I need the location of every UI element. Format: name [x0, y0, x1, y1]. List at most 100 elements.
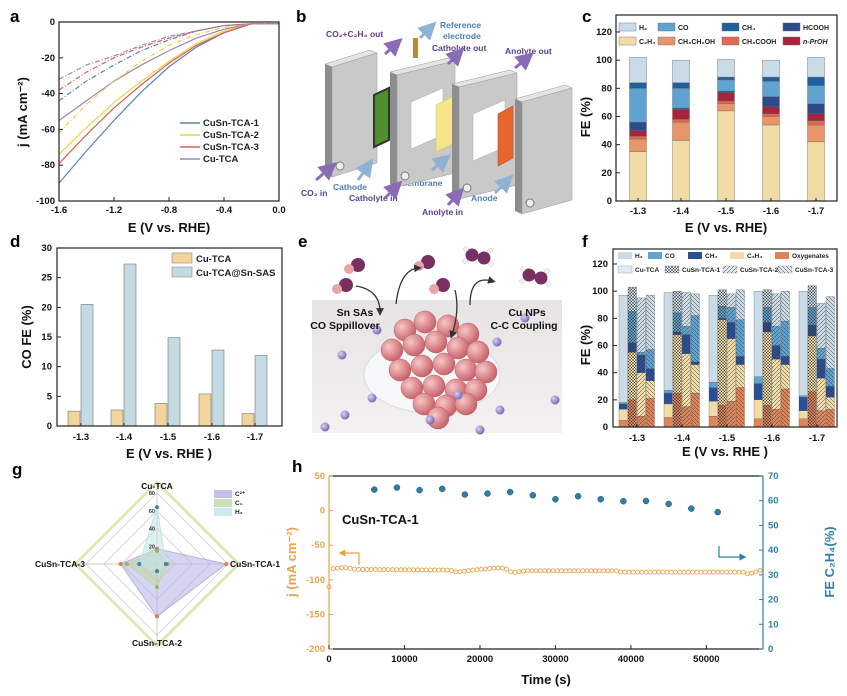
- bar-segment-H₂: [663, 292, 673, 391]
- legend-label: Cu-TCA: [196, 254, 231, 265]
- j-marker: [529, 568, 535, 574]
- y-tick-label-right: 20: [768, 595, 779, 606]
- label-co-spillover: CO Sppillover: [310, 320, 379, 332]
- x-tick-label: 0: [326, 654, 331, 665]
- bar-pattern-CuSn-TCA-2: [772, 293, 781, 427]
- x-tick-label: -1.6: [51, 205, 67, 216]
- j-marker: [601, 568, 607, 574]
- j-marker: [681, 569, 687, 575]
- j-marker: [668, 569, 674, 575]
- j-marker: [719, 569, 725, 575]
- y-tick-label-right: 50: [768, 520, 779, 531]
- y-tick-label: 60: [597, 341, 608, 352]
- legend-swatch: [617, 265, 633, 274]
- j-marker: [478, 566, 484, 572]
- label-sn-sas: Sn SAs: [337, 307, 374, 319]
- fe-point: [552, 495, 559, 503]
- bar-pattern-CuSn-TCA-1: [673, 291, 682, 427]
- y-tick-label: 15: [41, 332, 52, 343]
- series-line-dashdot-7: [58, 23, 279, 80]
- j-marker: [351, 566, 357, 572]
- j-marker: [389, 567, 395, 573]
- flow-arrow-icon: [383, 37, 403, 57]
- legend-label: CH₃COOH: [742, 39, 776, 46]
- anode: [497, 105, 514, 167]
- series-line-dashdot-4: [58, 23, 279, 102]
- x-tick-label: -0.4: [216, 205, 233, 216]
- panel-label-g: g: [12, 460, 22, 479]
- j-marker: [609, 568, 615, 574]
- j-marker: [673, 569, 679, 575]
- legend-swatch: [214, 508, 232, 516]
- reaction-arrow-icon: [469, 276, 496, 306]
- j-marker: [499, 565, 505, 571]
- label-cu-nps: Cu NPs: [508, 307, 546, 319]
- h-annotation: CuSn-TCA-1: [342, 512, 419, 527]
- legend-label: C₂H₄: [747, 253, 762, 260]
- reaction-arrow-icon: [355, 285, 384, 316]
- j-marker: [461, 568, 467, 574]
- bar-segment-C₂H₄: [618, 409, 628, 421]
- c-plot-frame: [615, 14, 838, 202]
- x-tick-label: -1.3: [629, 433, 645, 444]
- radar-point: [124, 562, 129, 566]
- sn-single-atom: [453, 390, 463, 400]
- y-tick-label: 80: [597, 313, 608, 324]
- x-tick-label: -1.7: [808, 206, 824, 217]
- bar-segment-CH₄: [807, 76, 825, 86]
- y-tick-label: 120: [596, 27, 612, 38]
- end-plate-right: [521, 87, 573, 215]
- x-tick-label: 40000: [618, 654, 644, 665]
- label-co2-in: CO₂ in: [301, 188, 327, 198]
- x-tick-label: -1.6: [764, 433, 780, 444]
- j-marker: [613, 568, 619, 574]
- j-marker: [537, 568, 543, 574]
- j-marker: [652, 569, 657, 575]
- x-tick-label: -1.2: [106, 205, 122, 216]
- bar-segment-n-PrOH: [807, 113, 825, 121]
- sn-single-atom: [372, 325, 382, 335]
- hydrogen-atom: [462, 258, 468, 264]
- y-tick-label-right: 70: [768, 471, 779, 482]
- fe-point: [620, 497, 627, 505]
- h-ylabel-right: FE C₂H₄(%): [822, 526, 837, 597]
- j-marker: [740, 569, 746, 575]
- j-marker: [415, 567, 421, 573]
- j-marker: [326, 584, 332, 590]
- bar-segment-CH₄: [629, 82, 647, 89]
- bar-segment-CH₄: [798, 396, 808, 411]
- label-anolyte-in: Anolyte in: [422, 207, 463, 217]
- cu-nanoparticle: [474, 360, 498, 384]
- panel-label-h: h: [292, 457, 302, 476]
- radar-area-H₂: [138, 507, 167, 572]
- cu-nanoparticle: [388, 358, 412, 382]
- bar-segment-H₂: [753, 291, 763, 377]
- port-icon: [335, 161, 345, 171]
- x-tick-label: -1.4: [116, 432, 133, 443]
- bar-segment-HCOOH: [717, 90, 735, 93]
- legend-label: CO: [665, 253, 675, 260]
- radar-tick-label: 60: [149, 509, 155, 515]
- legend-label: C²⁺: [235, 491, 246, 498]
- bar-pattern-CuSn-TCA-1: [628, 287, 637, 427]
- x-tick-label: 50000: [693, 654, 719, 665]
- y-tick-label-right: 0: [768, 644, 773, 655]
- j-marker: [736, 569, 742, 575]
- bar-segment-Oxygenates: [753, 418, 763, 428]
- j-marker: [677, 569, 683, 575]
- bar-segment-H₂: [618, 295, 628, 403]
- j-marker: [694, 569, 700, 575]
- bar-Cu-TCA@Sn-SAS: [123, 263, 137, 427]
- j-marker: [364, 567, 370, 572]
- cu-nanoparticle: [413, 310, 437, 334]
- sn-single-atom: [550, 395, 560, 405]
- membrane: [435, 95, 455, 153]
- radar-point: [155, 585, 159, 590]
- d-plot-frame: [56, 247, 283, 427]
- y-tick-label-right: 60: [768, 496, 779, 507]
- y-tick-label: 10: [41, 362, 52, 373]
- legend-swatch: [214, 490, 232, 498]
- j-marker: [453, 569, 459, 575]
- sn-single-atom: [367, 393, 377, 403]
- x-tick-label: -1.4: [674, 433, 691, 444]
